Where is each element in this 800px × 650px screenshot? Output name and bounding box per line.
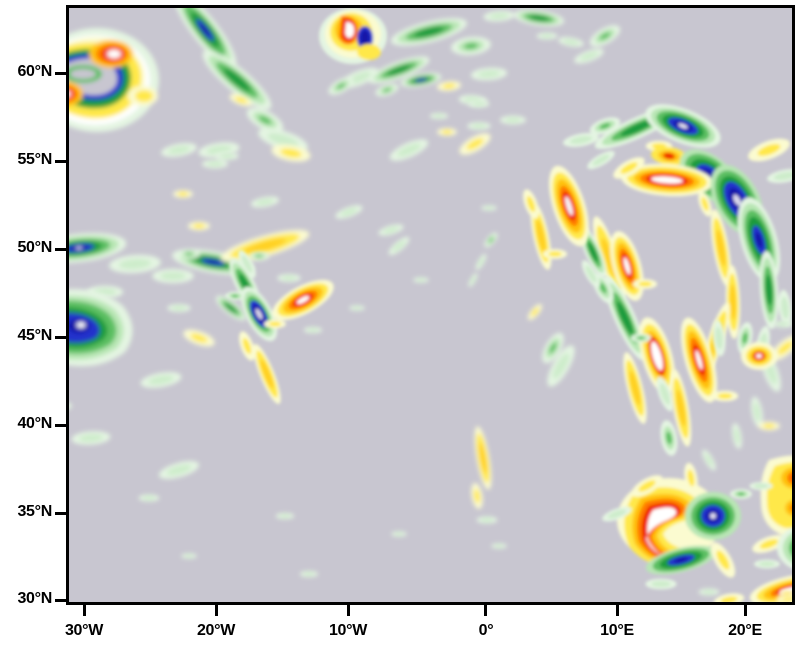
y-tick-30 [55,599,66,602]
y-tick-label-55: 55°N [17,151,52,168]
feature-west-band-50n [69,221,313,299]
y-tick-55 [55,160,66,163]
x-tick-label-20e: 20°E [728,622,762,639]
y-tick-label-60: 60°N [17,63,52,80]
y-tick-50 [55,248,66,251]
feature-south-central-sparse [138,425,507,578]
y-tick-45 [55,336,66,339]
y-tick-60 [55,72,66,75]
x-tick-label-10w: 10°W [328,622,368,639]
feature-west-band-48n [69,289,133,367]
feature-northwest-filament [165,8,312,165]
x-tick-label-30w: 30°W [64,622,104,639]
y-tick-label-35: 35°N [17,503,52,520]
x-tick-20w [215,605,218,616]
y-tick-label-40: 40°N [17,415,52,432]
contour-field [69,8,792,602]
y-tick-35 [55,512,66,515]
x-tick-20e [744,605,747,616]
x-tick-0 [484,605,487,616]
feature-east-streaks-53n [519,165,590,272]
feature-east-filament-46n [578,257,678,426]
feature-east-arc-main [561,99,792,384]
feature-southeast-cell-35n [600,461,741,590]
feature-west-ridge-48n [223,247,334,407]
feature-iceland-cell [69,28,159,132]
x-tick-label-20w: 20°W [196,622,236,639]
x-tick-label-0: 0° [478,622,494,639]
feature-east-band-50n [574,213,658,317]
feature-north-central-core [319,8,387,64]
x-tick-30w [83,605,86,616]
feature-east-streak-45n [657,317,739,458]
map-plot-area [66,5,795,605]
feature-southeast-cluster [712,455,792,602]
x-tick-10w [347,605,350,616]
y-tick-label-30: 30°N [17,590,52,607]
y-tick-label-45: 45°N [17,327,52,344]
feature-east-cell-45n [741,342,777,370]
y-tick-40 [55,424,66,427]
y-tick-label-50: 50°N [17,239,52,256]
x-tick-label-10e: 10°E [600,622,634,639]
x-tick-10e [616,605,619,616]
